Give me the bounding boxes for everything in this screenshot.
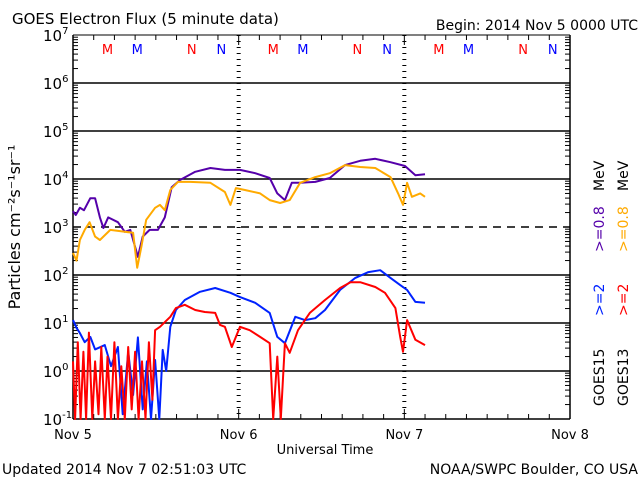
series-line-goes13-0-8-mev [72, 164, 426, 269]
y-tick-label: 104 [43, 170, 68, 189]
legend-entry: >=0.8 [616, 206, 632, 252]
y-tick-label: 107 [43, 26, 68, 45]
orbit-marker-m: M [268, 43, 279, 58]
orbit-marker-n: N [187, 43, 197, 58]
credit-label: NOAA/SWPC Boulder, CO USA [430, 462, 639, 478]
y-tick-label: 102 [43, 266, 68, 285]
x-tick-label: Nov 5 [54, 428, 92, 443]
legend-unit: MeV [616, 160, 632, 191]
legend-entry: >=2 [616, 284, 632, 316]
orbit-marker-n: N [382, 43, 392, 58]
orbit-marker-m: M [102, 43, 113, 58]
orbit-marker-n: N [548, 43, 558, 58]
legend-entry: >=0.8 [592, 206, 608, 252]
orbit-marker-n: N [353, 43, 363, 58]
y-tick-label: 105 [43, 122, 68, 141]
orbit-marker-m: M [132, 43, 143, 58]
legend: GOES15 >=2 >=0.8 MeV GOES13 >=2 >=0.8 MeV [592, 160, 632, 406]
series-line-goes13-2-mev [72, 281, 426, 420]
legend-satellite: GOES15 [592, 349, 608, 406]
orbit-marker-m: M [463, 43, 474, 58]
x-tick-label: Nov 6 [220, 428, 258, 443]
orbit-marker-m: M [297, 43, 308, 58]
y-tick-label: 103 [43, 218, 68, 237]
x-axis-label: Universal Time [277, 443, 374, 458]
legend-satellite: GOES13 [616, 349, 632, 406]
begin-label: Begin: 2014 Nov 5 0000 UTC [436, 18, 638, 34]
series-line-goes15-0-8-mev [72, 157, 426, 258]
series-group [72, 157, 426, 420]
legend-entry: >=2 [592, 284, 608, 316]
orbit-marker-n: N [518, 43, 528, 58]
orbit-marker-m: M [433, 43, 444, 58]
chart-title: GOES Electron Flux (5 minute data) [12, 10, 279, 28]
y-tick-label: 106 [43, 74, 68, 93]
y-tick-label: 101 [43, 314, 68, 333]
x-tick-label: Nov 8 [551, 428, 589, 443]
series-line-goes15-2-mev [72, 269, 426, 420]
y-axis-label: Particles cm⁻²s⁻¹sr⁻¹ [5, 145, 24, 310]
updated-timestamp: Updated 2014 Nov 7 02:51:03 UTC [2, 462, 247, 478]
x-tick-label: Nov 7 [385, 428, 423, 443]
y-tick-label: 10-1 [43, 410, 72, 429]
legend-unit: MeV [592, 160, 608, 191]
orbit-marker-n: N [217, 43, 227, 58]
y-tick-label: 100 [43, 362, 68, 381]
